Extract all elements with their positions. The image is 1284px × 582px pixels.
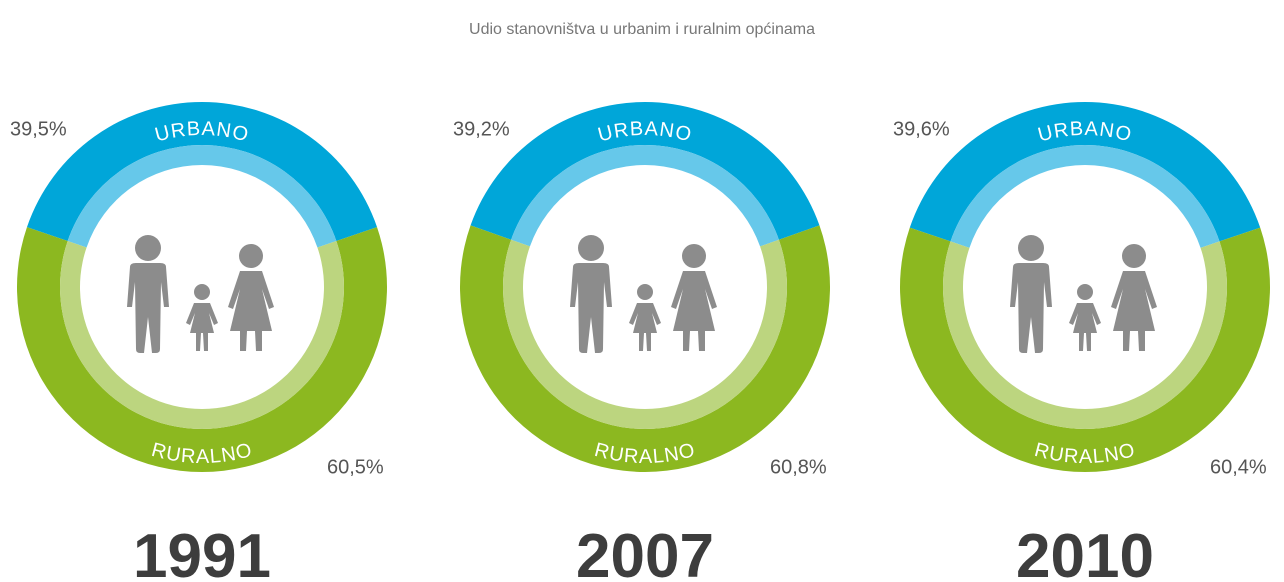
- value-label: 39,5%: [10, 118, 67, 140]
- value-label: 39,2%: [453, 118, 510, 140]
- donut-segment: [460, 225, 830, 473]
- year-label: 1991: [133, 522, 271, 582]
- donut-segment: [17, 227, 388, 472]
- donut-segment: [899, 227, 1270, 473]
- donut-segment: [26, 101, 378, 242]
- chart-title: Udio stanovništva u urbanim i ruralnim o…: [469, 21, 815, 38]
- value-label: 60,4%: [1210, 456, 1267, 478]
- value-label: 60,5%: [327, 456, 384, 478]
- donut-inner-segment: [67, 145, 337, 248]
- year-label: 2007: [576, 522, 714, 582]
- donut-inner-segment: [950, 145, 1220, 248]
- year-label: 2010: [1016, 522, 1154, 582]
- family-icon: [1010, 235, 1157, 353]
- value-label: 60,8%: [770, 456, 827, 478]
- donut-segment: [909, 102, 1261, 242]
- donut-segment: [470, 102, 820, 240]
- donut-inner-segment: [511, 145, 779, 247]
- family-icon: [127, 235, 274, 353]
- family-icon: [570, 235, 717, 353]
- value-label: 39,6%: [893, 118, 950, 140]
